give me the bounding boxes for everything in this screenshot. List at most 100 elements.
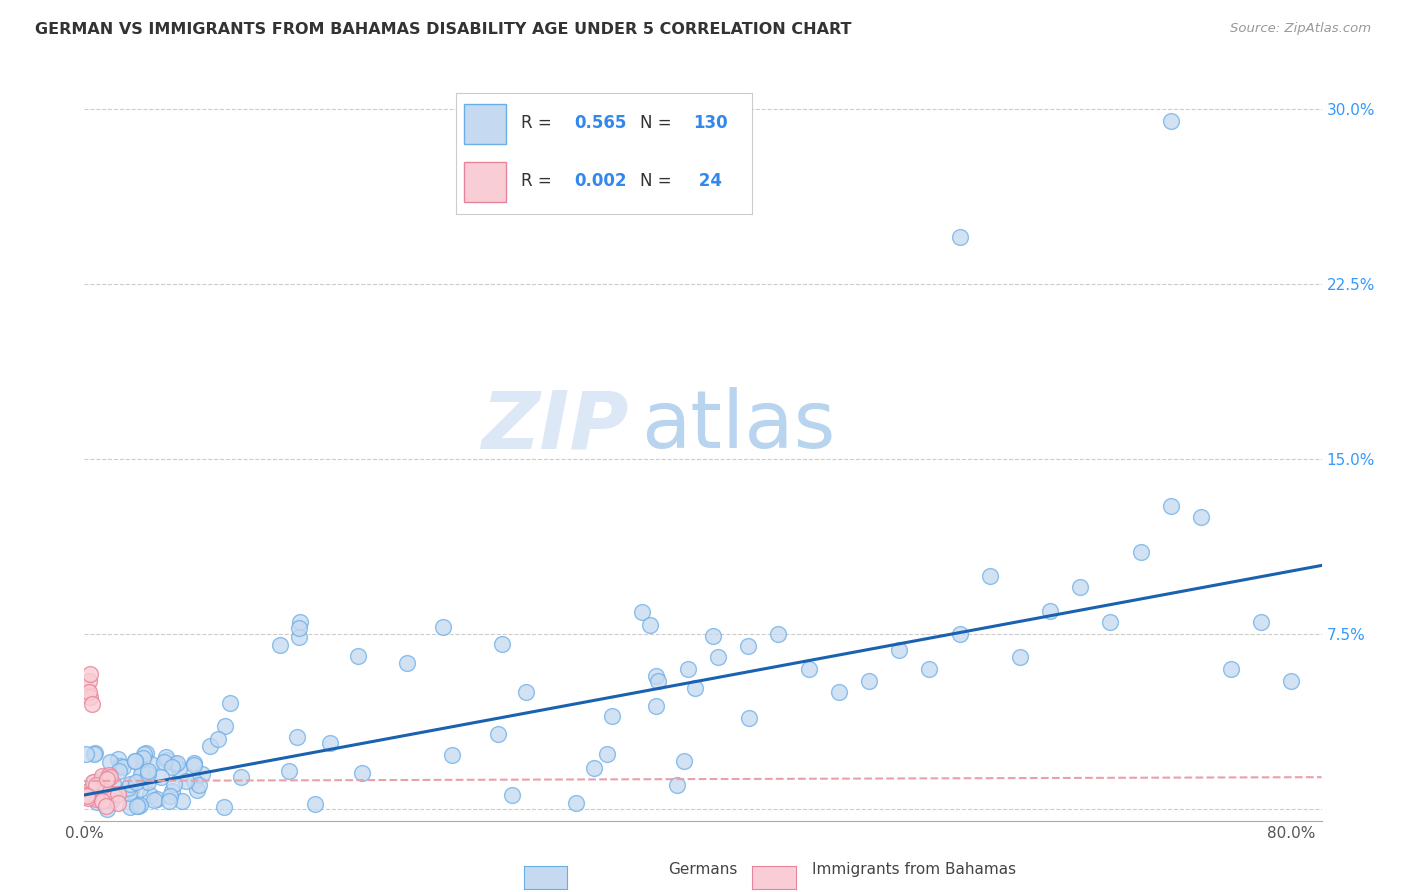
Point (858, 673, 880, 688)
Point (191, 767, 214, 781)
Point (285, 731, 308, 745)
Point (82, 774, 104, 789)
Point (183, 757, 205, 772)
Point (138, 764, 160, 778)
Point (128, 781, 150, 796)
Point (676, 662, 699, 676)
Point (170, 794, 193, 808)
Point (110, 758, 132, 772)
Point (100, 788, 122, 802)
Point (76, 789, 98, 803)
Point (214, 719, 236, 733)
Point (132, 751, 155, 765)
Point (440, 748, 463, 763)
Point (1250, 615, 1272, 630)
Point (702, 629, 724, 643)
Point (491, 637, 513, 651)
Point (166, 756, 188, 770)
Point (103, 776, 125, 790)
Point (352, 766, 374, 780)
Point (98, 756, 121, 770)
Point (107, 787, 129, 801)
Point (141, 756, 163, 771)
Point (1069, 580, 1091, 594)
Point (90, 794, 112, 808)
Point (155, 750, 177, 764)
Point (948, 627, 970, 641)
Point (157, 794, 180, 808)
Point (124, 754, 146, 768)
Point (107, 752, 129, 766)
Point (828, 685, 851, 699)
Text: Germans: Germans (668, 863, 738, 877)
Point (86, 795, 108, 809)
Point (83, 775, 105, 789)
Point (120, 784, 142, 798)
Point (683, 681, 706, 695)
Point (98, 768, 121, 782)
Point (118, 777, 141, 791)
Point (136, 775, 159, 789)
Point (1039, 604, 1062, 618)
Point (979, 568, 1001, 582)
Point (645, 698, 668, 713)
Point (134, 774, 156, 789)
Point (129, 767, 152, 781)
Point (319, 736, 342, 750)
Point (143, 793, 166, 807)
Point (118, 786, 141, 800)
Point (501, 788, 523, 802)
Point (602, 708, 624, 723)
Point (120, 799, 142, 814)
Text: atlas: atlas (641, 387, 835, 466)
Point (1189, 510, 1212, 524)
Point (159, 789, 181, 803)
Point (738, 711, 761, 725)
Point (75, 747, 97, 761)
Point (768, 627, 790, 641)
Point (91, 769, 114, 783)
Point (219, 696, 242, 710)
Point (79, 666, 101, 681)
Point (128, 797, 150, 812)
Point (84, 779, 107, 793)
Point (304, 797, 326, 812)
Point (174, 774, 197, 789)
Point (797, 662, 820, 676)
Point (630, 605, 652, 619)
Point (77, 784, 100, 798)
Point (167, 762, 190, 776)
Point (645, 668, 668, 682)
Point (79, 690, 101, 704)
Text: Source: ZipAtlas.com: Source: ZipAtlas.com (1230, 22, 1371, 36)
Point (1160, 499, 1182, 513)
Point (125, 798, 148, 813)
Point (93, 778, 115, 792)
Text: Immigrants from Bahamas: Immigrants from Bahamas (811, 863, 1017, 877)
Point (707, 650, 730, 665)
Point (156, 753, 179, 767)
Point (80, 697, 103, 711)
Point (94, 793, 117, 807)
Point (1008, 650, 1031, 665)
Point (515, 685, 537, 699)
Point (160, 784, 183, 798)
Point (1220, 662, 1243, 676)
Point (672, 754, 695, 768)
Point (183, 773, 205, 788)
Point (96, 801, 118, 815)
Point (107, 764, 129, 778)
Point (112, 760, 135, 774)
Point (136, 766, 159, 780)
Point (288, 615, 311, 630)
Point (186, 783, 208, 797)
Point (918, 662, 941, 676)
Point (582, 761, 605, 775)
Point (100, 794, 122, 808)
Point (135, 746, 157, 760)
Point (277, 764, 299, 778)
Point (90, 772, 112, 786)
Point (183, 756, 205, 770)
Point (565, 796, 588, 810)
Point (146, 792, 169, 806)
